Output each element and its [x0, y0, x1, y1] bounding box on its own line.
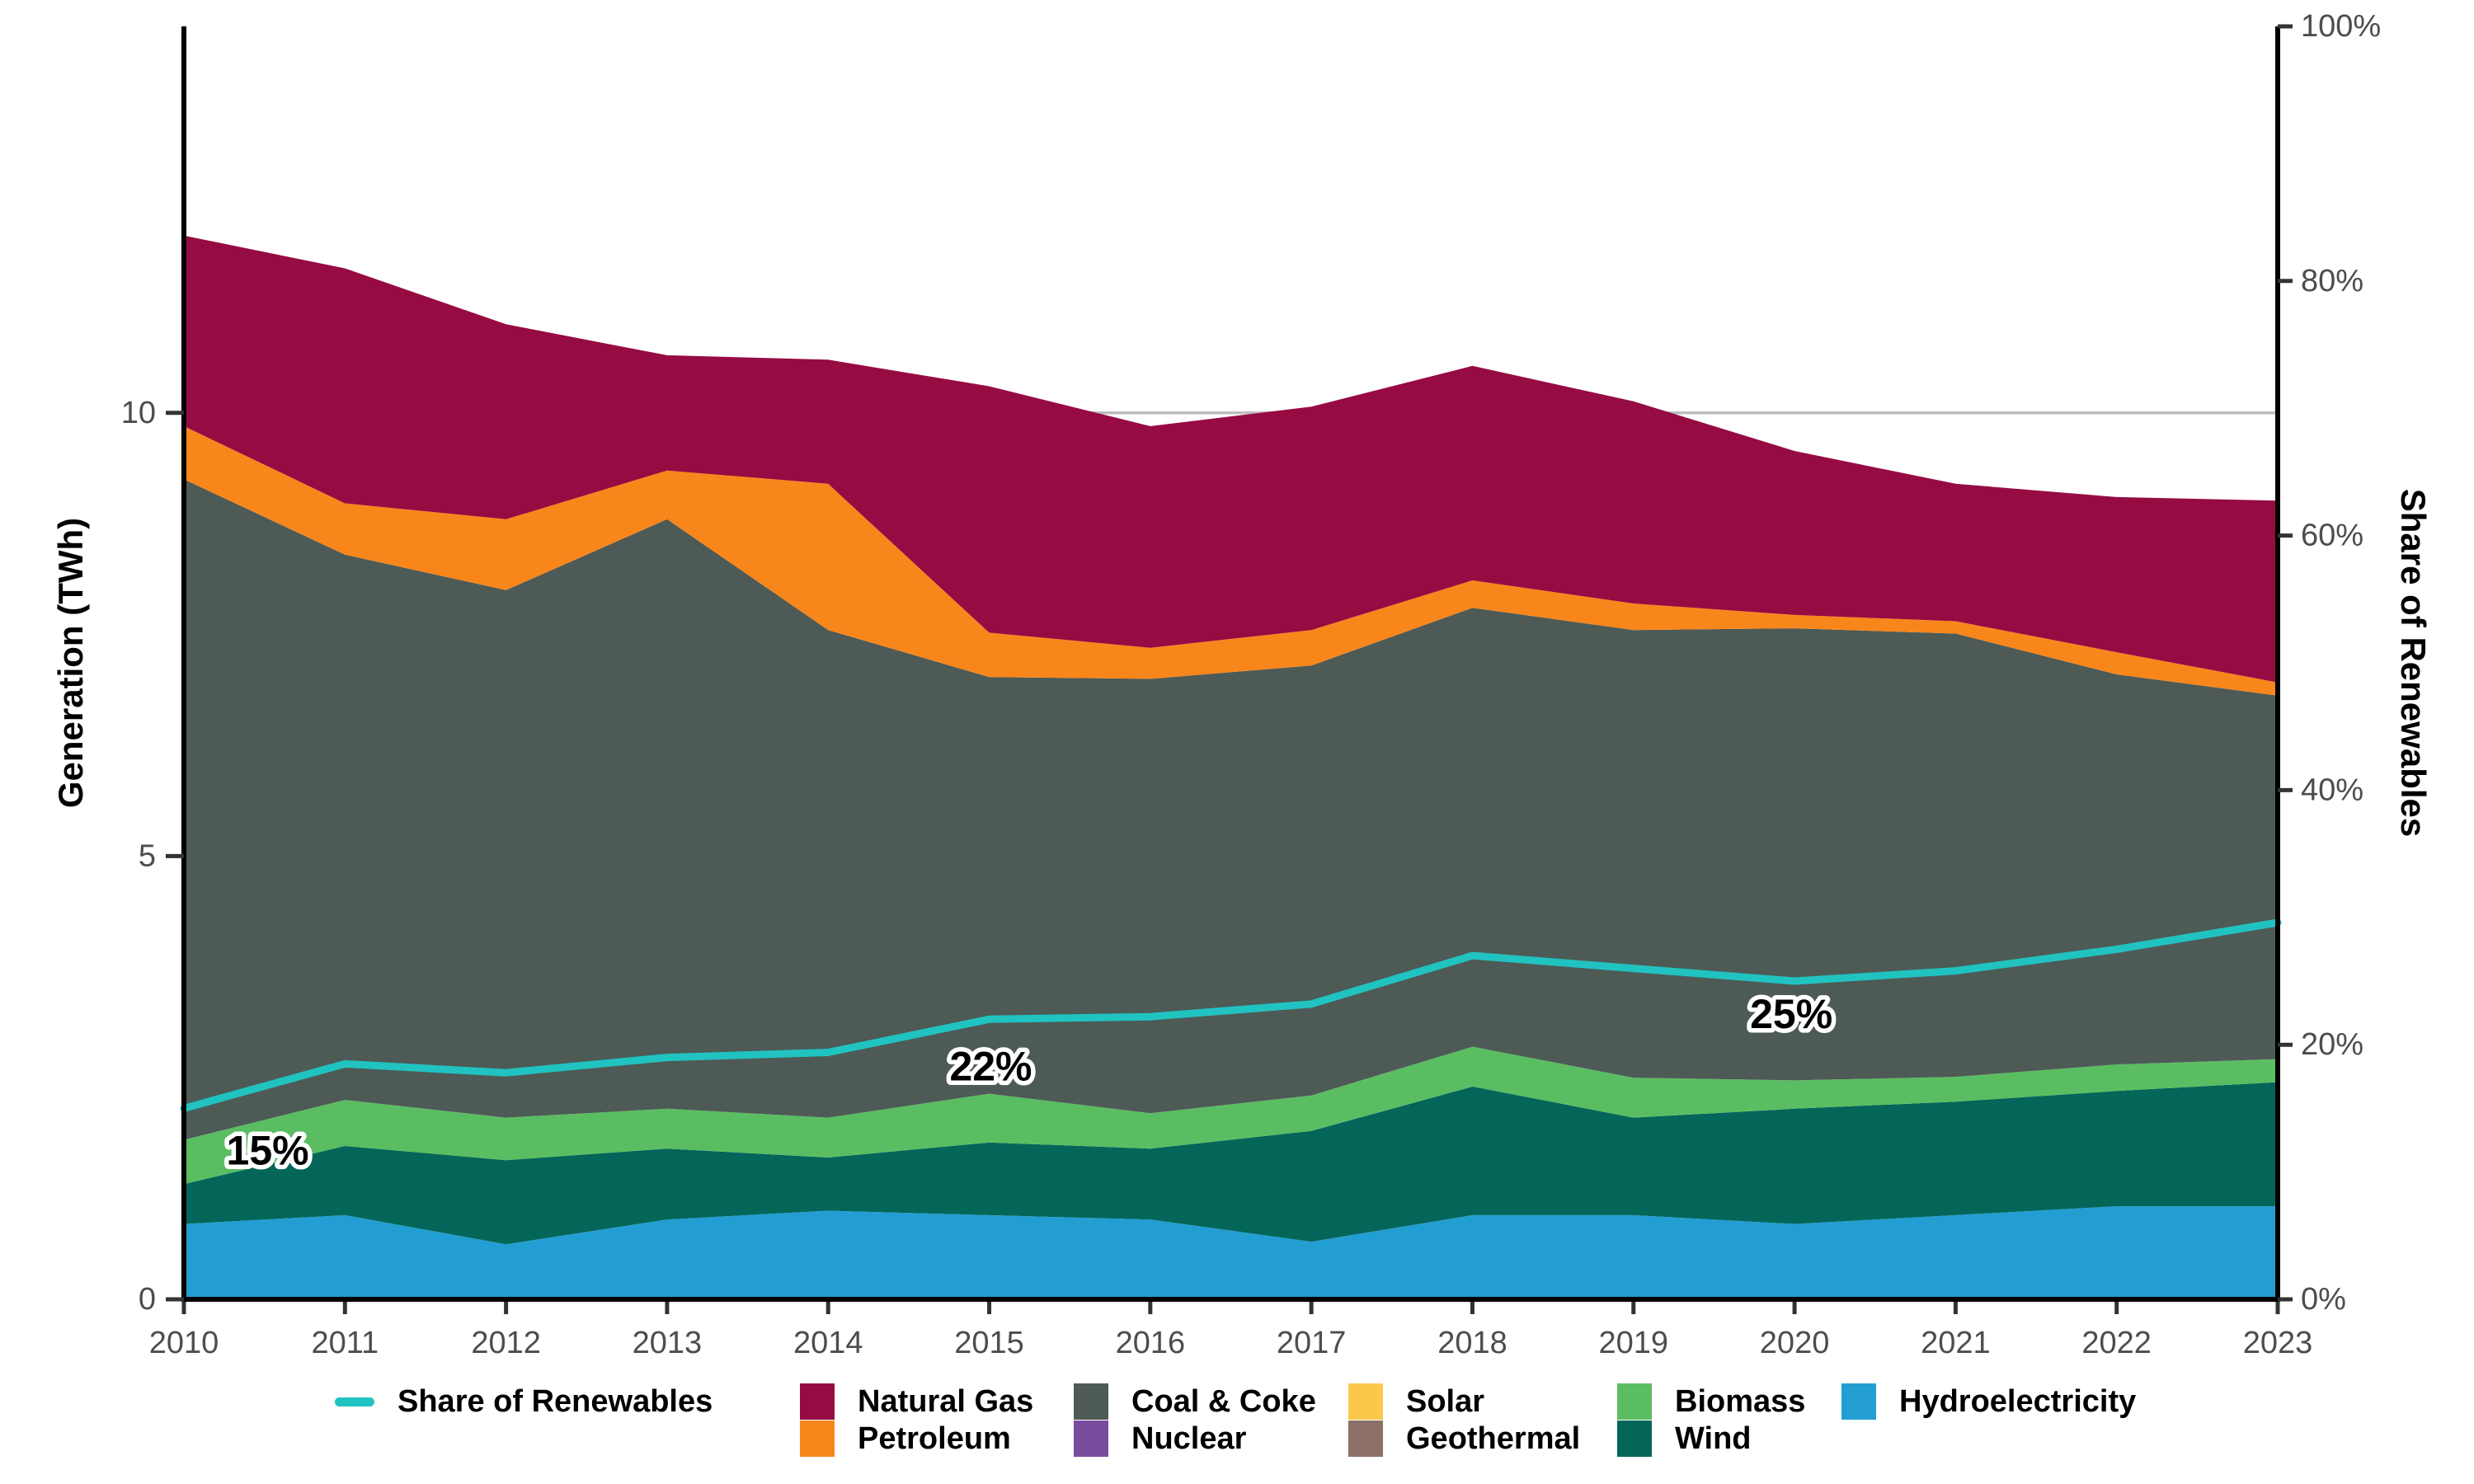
left-axis-title: Generation (TWh) — [51, 518, 90, 808]
right-axis-tick-label: 40% — [2301, 773, 2363, 807]
right-axis-tick-label: 20% — [2301, 1027, 2363, 1062]
area-natural-gas — [184, 235, 2278, 683]
left-axis-tick-label: 5 — [139, 838, 156, 873]
annotation-25pct: 25% — [1750, 991, 1832, 1037]
right-axis-tick-label: 0% — [2301, 1282, 2346, 1317]
area-wind — [184, 1082, 2278, 1245]
x-axis-tick-label: 2017 — [1277, 1326, 1347, 1360]
x-axis-tick-label: 2016 — [1116, 1326, 1186, 1360]
x-axis-tick-label: 2015 — [954, 1326, 1024, 1360]
x-axis-tick-label: 2018 — [1437, 1326, 1507, 1360]
right-axis-tick-label: 100% — [2301, 9, 2381, 44]
x-axis-tick-label: 2010 — [149, 1326, 219, 1360]
annotation-22pct: 22% — [949, 1043, 1032, 1089]
area-biomass — [184, 1046, 2278, 1185]
x-axis-tick-label: 2014 — [793, 1326, 863, 1360]
x-axis-tick-label: 2011 — [311, 1326, 379, 1360]
share-of-renewables-line — [180, 918, 2282, 1112]
right-axis-tick-label: 60% — [2301, 519, 2363, 553]
x-axis-tick-label: 2022 — [2081, 1326, 2152, 1360]
x-axis-tick-label: 2019 — [1598, 1326, 1668, 1360]
right-axis-title: Share of Renewables — [2394, 489, 2433, 837]
area-petroleum — [184, 425, 2278, 696]
left-axis-tick-label: 10 — [121, 396, 156, 430]
x-axis-tick-label: 2020 — [1760, 1326, 1830, 1360]
annotation-15pct: 15% — [227, 1127, 309, 1173]
x-axis-tick-label: 2021 — [1921, 1326, 1991, 1360]
area-hydroelectricity — [184, 1206, 2278, 1299]
x-axis-tick-label: 2023 — [2243, 1326, 2313, 1360]
left-axis-tick-label: 0 — [139, 1282, 156, 1317]
right-axis-tick-label: 80% — [2301, 264, 2363, 298]
x-axis-tick-label: 2013 — [633, 1326, 703, 1360]
x-axis-tick-label: 2012 — [471, 1326, 541, 1360]
